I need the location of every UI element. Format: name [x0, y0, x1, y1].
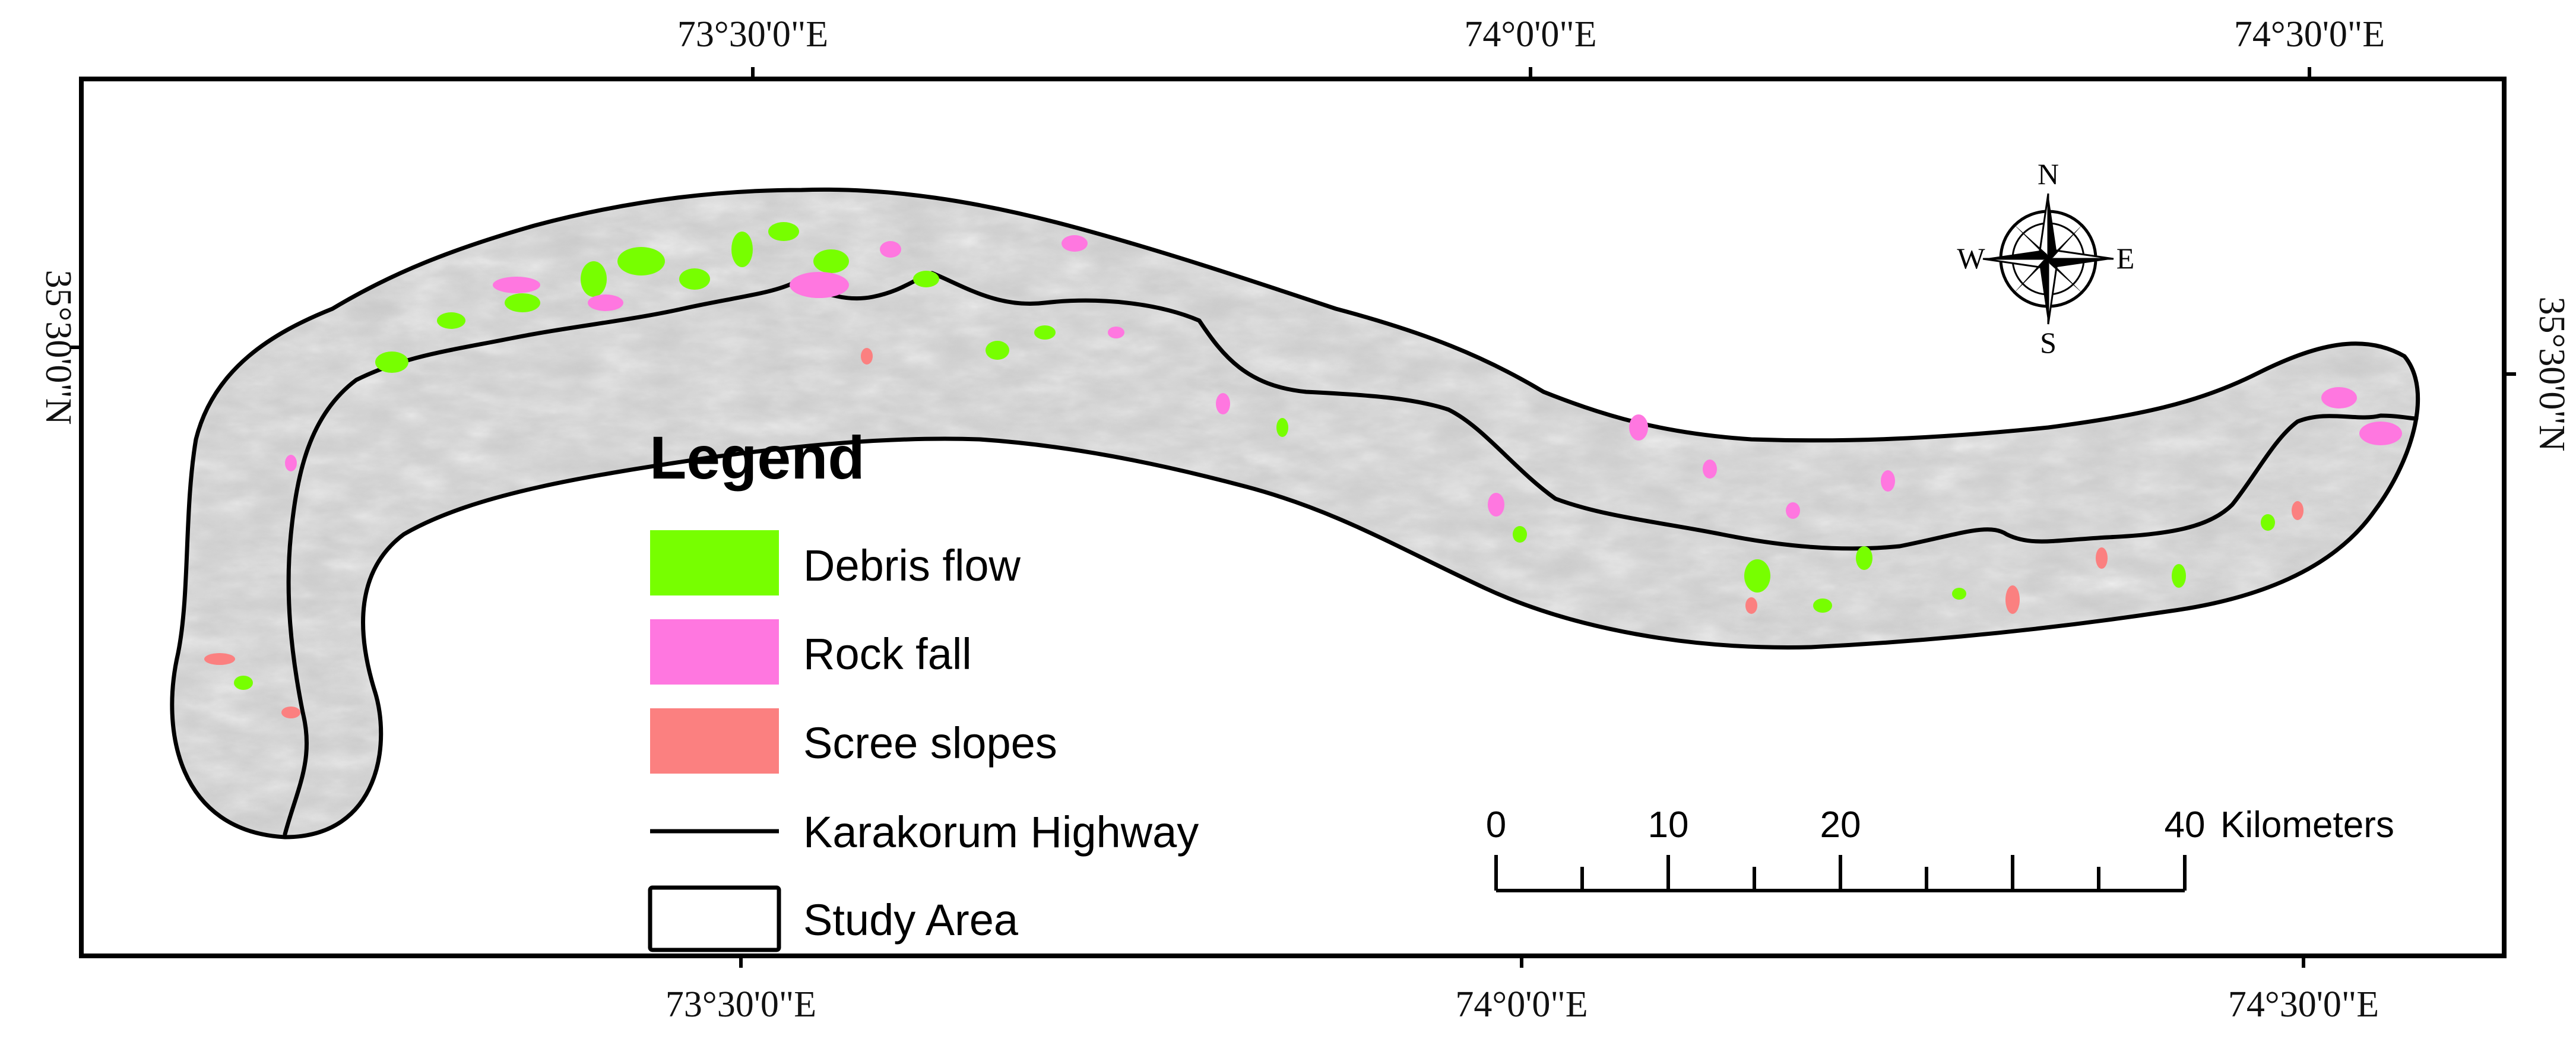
- bottom-label-3: 74°30'0"E: [2228, 984, 2379, 1025]
- scale-unit: Kilometers: [2220, 804, 2394, 845]
- compass-n: N: [2038, 157, 2059, 191]
- scree-slope-polygons: [204, 348, 2303, 718]
- legend-label-scree-slopes: Scree slopes: [803, 718, 1057, 768]
- legend-swatch-study-area: [648, 885, 781, 952]
- scale-tick-40: 40: [2165, 804, 2206, 845]
- scale-tick-10: 10: [1648, 804, 1689, 845]
- legend-label-rock-fall: Rock fall: [803, 629, 972, 679]
- left-label: 35°30'0"N: [38, 270, 78, 425]
- legend-title: Legend: [649, 424, 865, 492]
- legend-swatch-debris-flow: [650, 530, 779, 595]
- bottom-label-2: 74°0'0"E: [1455, 984, 1588, 1025]
- top-label-3: 74°30'0"E: [2234, 14, 2385, 55]
- legend-label-study-area: Study Area: [803, 895, 1019, 945]
- legend-label-debris-flow: Debris flow: [803, 541, 1021, 590]
- compass-s: S: [2040, 326, 2057, 359]
- debris-flow-polygons: [234, 222, 2275, 690]
- legend: Legend Debris flow Rock fall Scree slope…: [648, 424, 1199, 952]
- karakorum-highway-line: [283, 271, 2419, 837]
- rock-fall-polygons: [285, 235, 2402, 519]
- legend-swatch-scree-slopes: [650, 708, 779, 774]
- scale-bar: 0 10 20 40 Kilometers: [1486, 804, 2394, 892]
- top-label-1: 73°30'0"E: [677, 14, 828, 55]
- bottom-label-1: 73°30'0"E: [666, 984, 816, 1025]
- top-label-2: 74°0'0"E: [1464, 14, 1596, 55]
- north-arrow-compass: N S E W: [1957, 157, 2134, 359]
- compass-w: W: [1957, 242, 1985, 275]
- graticule-ticks: [69, 67, 2516, 968]
- scale-tick-20: 20: [1820, 804, 1861, 845]
- legend-swatch-rock-fall: [650, 619, 779, 685]
- legend-label-highway: Karakorum Highway: [803, 807, 1199, 857]
- scale-tick-0: 0: [1486, 804, 1506, 845]
- compass-e: E: [2116, 242, 2135, 275]
- right-label: 35°30'0"N: [2531, 296, 2572, 451]
